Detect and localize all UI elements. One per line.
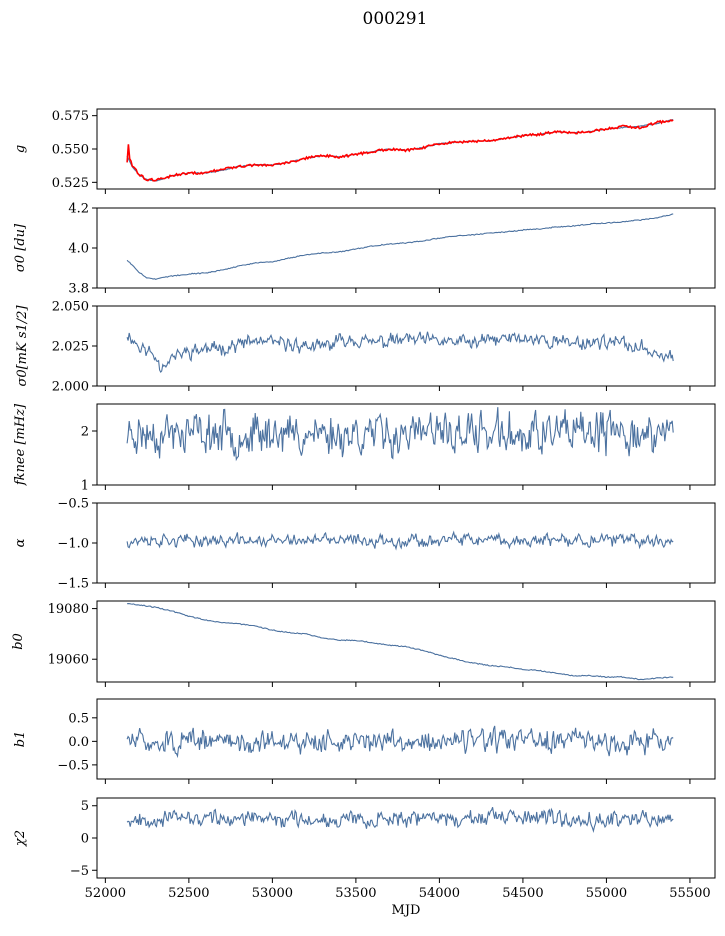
y-tick-label: 0.575 [52, 109, 89, 124]
y-tick-label: 2.000 [52, 380, 89, 395]
y-tick-label: −5 [70, 864, 89, 879]
y-tick-label: 19060 [48, 653, 89, 668]
figure-title: 000291 [363, 9, 428, 29]
y-axis-label: b1 [13, 731, 28, 748]
y-axis-label: σ0 [du] [13, 223, 28, 272]
y-tick-label: −1.0 [57, 537, 89, 552]
panel-g: 0.525 0.550 0.575 g [13, 108, 716, 194]
y-tick-label: 0.0 [68, 735, 89, 750]
axes-frame [96, 207, 716, 289]
y-axis-label: σ0[mK s1/2] [15, 305, 30, 387]
series-line-chi2-0 [126, 807, 674, 833]
y-tick-label: 0 [81, 832, 89, 847]
series-line-sigma0_du-0 [126, 213, 674, 281]
y-tick-label: 0.5 [68, 711, 89, 726]
series-line-g-1 [126, 119, 674, 182]
panel-fknee: 1 2 fknee [mHz] [13, 403, 716, 494]
x-tick-label: 55500 [669, 886, 710, 901]
panel-sigma0_mks: 2.000 2.025 2.050 σ0[mK s1/2] [15, 300, 716, 395]
y-tick-label: 4.0 [68, 242, 89, 257]
axes-frame [96, 305, 716, 387]
axes-frame [96, 403, 716, 486]
series-line-b0-0 [127, 603, 674, 681]
panel-alpha: −1.5 −1.0 −0.5 α [13, 497, 716, 592]
y-tick-label: 0.550 [52, 143, 89, 158]
y-tick-label: 2 [81, 425, 89, 440]
axes-frame [96, 108, 716, 190]
y-axis-label: fknee [mHz] [13, 403, 28, 486]
x-tick-label: 53500 [335, 886, 376, 901]
y-axis-label: χ2 [13, 830, 28, 847]
y-axis-label: g [13, 145, 28, 153]
series-line-alpha-0 [126, 530, 674, 551]
x-tick-label: 53000 [252, 886, 293, 901]
y-axis-label: b0 [11, 633, 26, 650]
series-line-sigma0_mks-0 [126, 331, 674, 374]
x-axis-label: MJD [392, 903, 421, 918]
y-axis-label: α [13, 538, 28, 547]
y-tick-label: 3.8 [68, 282, 89, 297]
series-line-fknee-0 [126, 407, 674, 462]
y-tick-label: 4.2 [68, 202, 89, 217]
panel-sigma0_du: 3.8 4.0 4.2 σ0 [du] [13, 202, 716, 297]
y-tick-label: −1.5 [57, 577, 89, 592]
y-tick-label: 1 [81, 479, 89, 494]
axes-frame [96, 698, 716, 780]
y-tick-label: 5 [81, 799, 89, 814]
series-line-b1-0 [126, 725, 674, 759]
axes-frame [96, 600, 716, 683]
panel-b1: −0.5 0.0 0.5 b1 [13, 698, 716, 784]
y-tick-label: 2.025 [52, 340, 89, 355]
panel-b0: 19060 19080 b0 [11, 600, 716, 687]
x-tick-label: 54500 [502, 886, 543, 901]
panel-chi2: −5 0 5 52000 52500 53000 53500 54000 54500 55000 5… [13, 797, 716, 918]
y-tick-label: −0.5 [57, 497, 89, 512]
axes-frame [96, 797, 716, 879]
y-tick-label: 19080 [48, 602, 89, 617]
x-tick-label: 52500 [168, 886, 209, 901]
x-tick-label: 54000 [419, 886, 460, 901]
x-tick-label: 52000 [85, 886, 126, 901]
x-tick-label: 55000 [586, 886, 627, 901]
y-tick-label: −0.5 [57, 758, 89, 773]
y-tick-label: 2.050 [52, 300, 89, 315]
y-tick-label: 0.525 [52, 176, 89, 191]
